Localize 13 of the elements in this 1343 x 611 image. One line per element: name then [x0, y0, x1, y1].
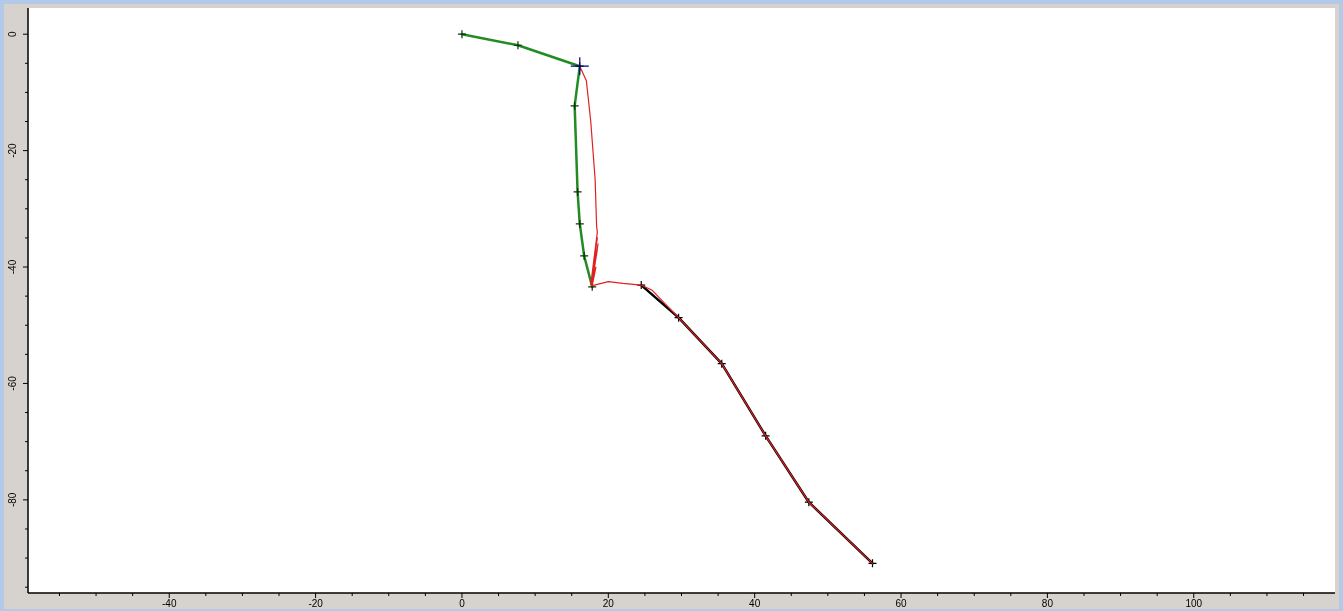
x-tick-label: 0 — [459, 598, 466, 609]
x-tick-label: 40 — [749, 598, 761, 609]
y-tick-label: -40 — [7, 259, 18, 275]
y-tick-label: -60 — [7, 375, 18, 391]
y-tick-label: -80 — [7, 492, 18, 508]
x-tick-label: -20 — [308, 598, 324, 609]
x-tick-label: 60 — [895, 598, 908, 609]
x-tick-label: 80 — [1041, 598, 1054, 609]
x-tick-label: 20 — [602, 598, 615, 609]
x-tick-label: -40 — [162, 598, 177, 609]
x-tick-label: 100 — [1185, 598, 1203, 609]
y-tick-label: -20 — [7, 142, 18, 158]
y-tick-label: 0 — [7, 30, 18, 37]
